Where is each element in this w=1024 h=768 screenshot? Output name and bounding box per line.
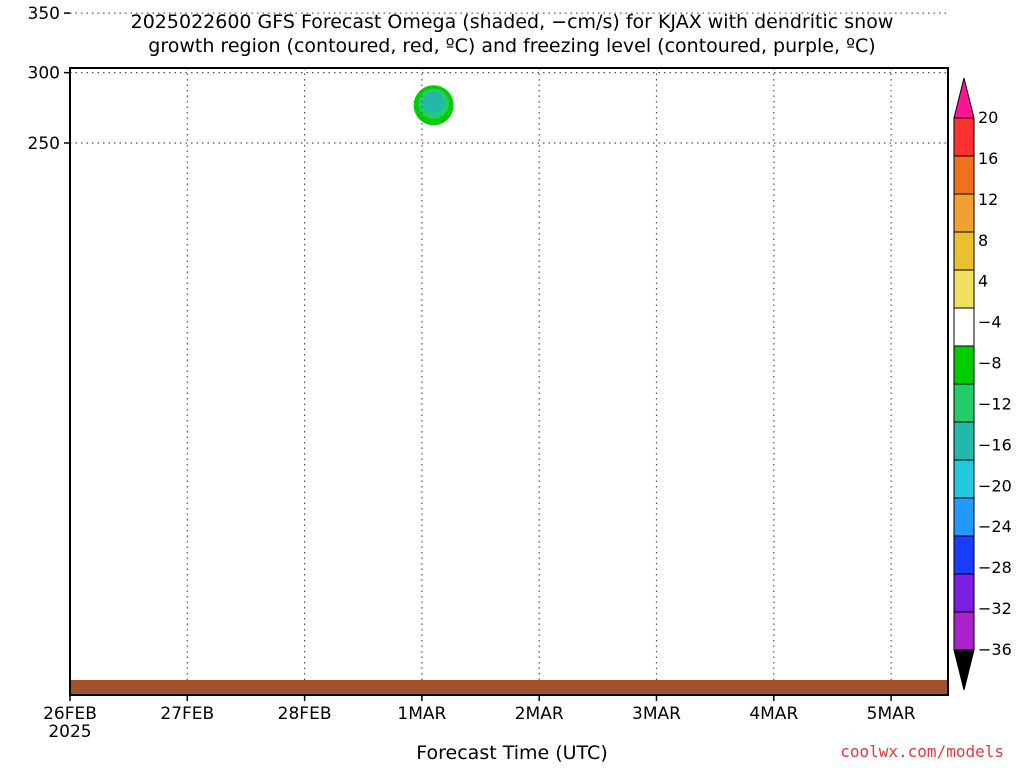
omega-shading [413, 85, 454, 126]
x-tick-label: 1MAR [397, 704, 446, 724]
colorbar-swatch [953, 193, 975, 233]
colorbar-label: −36 [978, 640, 1012, 659]
colorbar-swatch [953, 345, 975, 385]
colorbar-label: −32 [978, 599, 1012, 618]
x-tick-label: 26FEB [43, 704, 97, 724]
pressure-axis: 2503003504004505005506006507007508008509… [28, 4, 70, 154]
colorbar-swatch [953, 383, 975, 423]
colorbar-label: −8 [978, 354, 1002, 373]
colorbar-swatch [953, 459, 975, 499]
colorbar-swatch [953, 231, 975, 271]
colorbar-swatch [953, 269, 975, 309]
omega-shade-band [422, 91, 445, 114]
y-tick-label: 250 [28, 134, 60, 154]
omega-colorbar: 20 16 12 8 4 −4 −8 −12 −16 −20 −24 −28 −32 −36 [953, 77, 1012, 691]
time-axis: 26FEB 27FEB 28FEB 1MAR 2MAR 3MAR 4MAR 5MAR 2025 [43, 695, 916, 742]
colorbar-swatch [953, 421, 975, 461]
colorbar-label: −4 [978, 313, 1002, 332]
x-tick-label: 2MAR [515, 704, 564, 724]
colorbar-label: 12 [978, 190, 998, 209]
ground-fill [70, 680, 948, 695]
plot-grid [70, 12, 948, 695]
omega-feature-descent-1mar [413, 85, 454, 126]
colorbar-label: −16 [978, 435, 1012, 454]
colorbar-label: −24 [978, 517, 1012, 536]
x-tick-label: 5MAR [867, 704, 916, 724]
colorbar-swatch [953, 611, 975, 651]
colorbar-swatch [953, 497, 975, 537]
x-tick-label: 3MAR [632, 704, 681, 724]
plot-frame [69, 67, 949, 696]
colorbar-bottom-arrow [953, 649, 975, 691]
x-tick-label: 28FEB [278, 704, 332, 724]
chart-title-line-1: 2025022600 GFS Forecast Omega (shaded, −… [130, 11, 894, 33]
chart-title-line-2: growth region (contoured, red, ºC) and f… [148, 35, 876, 57]
x-tick-label: 27FEB [160, 704, 214, 724]
colorbar-label: 16 [978, 149, 998, 168]
x-year-label: 2025 [48, 722, 91, 742]
colorbar-label: 20 [978, 108, 998, 127]
x-tick-label: 4MAR [749, 704, 798, 724]
colorbar-label: −20 [978, 476, 1012, 495]
colorbar-swatch [953, 117, 975, 157]
colorbar-label: −12 [978, 394, 1012, 413]
ground-band [70, 680, 948, 695]
colorbar-top-arrow [953, 77, 975, 119]
colorbar-label: −28 [978, 558, 1012, 577]
colorbar-swatch [953, 535, 975, 575]
site-credit: coolwx.com/models [840, 742, 1004, 761]
colorbar-swatch [953, 155, 975, 195]
y-tick-label: 350 [28, 4, 60, 24]
x-axis-label: Forecast Time (UTC) [416, 742, 608, 764]
colorbar-swatch [953, 573, 975, 613]
colorbar-swatch [953, 307, 975, 347]
y-tick-label: 300 [28, 64, 60, 84]
colorbar-label: 8 [978, 231, 988, 250]
colorbar-label: 4 [978, 272, 988, 291]
